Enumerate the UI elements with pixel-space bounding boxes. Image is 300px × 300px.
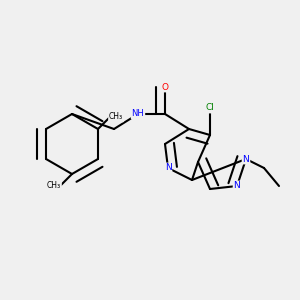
Text: N: N [243, 154, 249, 164]
Text: N: N [165, 164, 171, 172]
Text: Cl: Cl [206, 103, 214, 112]
Text: O: O [161, 82, 169, 91]
Text: NH: NH [132, 110, 144, 118]
Text: CH₃: CH₃ [109, 112, 123, 122]
Text: CH₃: CH₃ [47, 182, 61, 190]
Text: N: N [234, 182, 240, 190]
